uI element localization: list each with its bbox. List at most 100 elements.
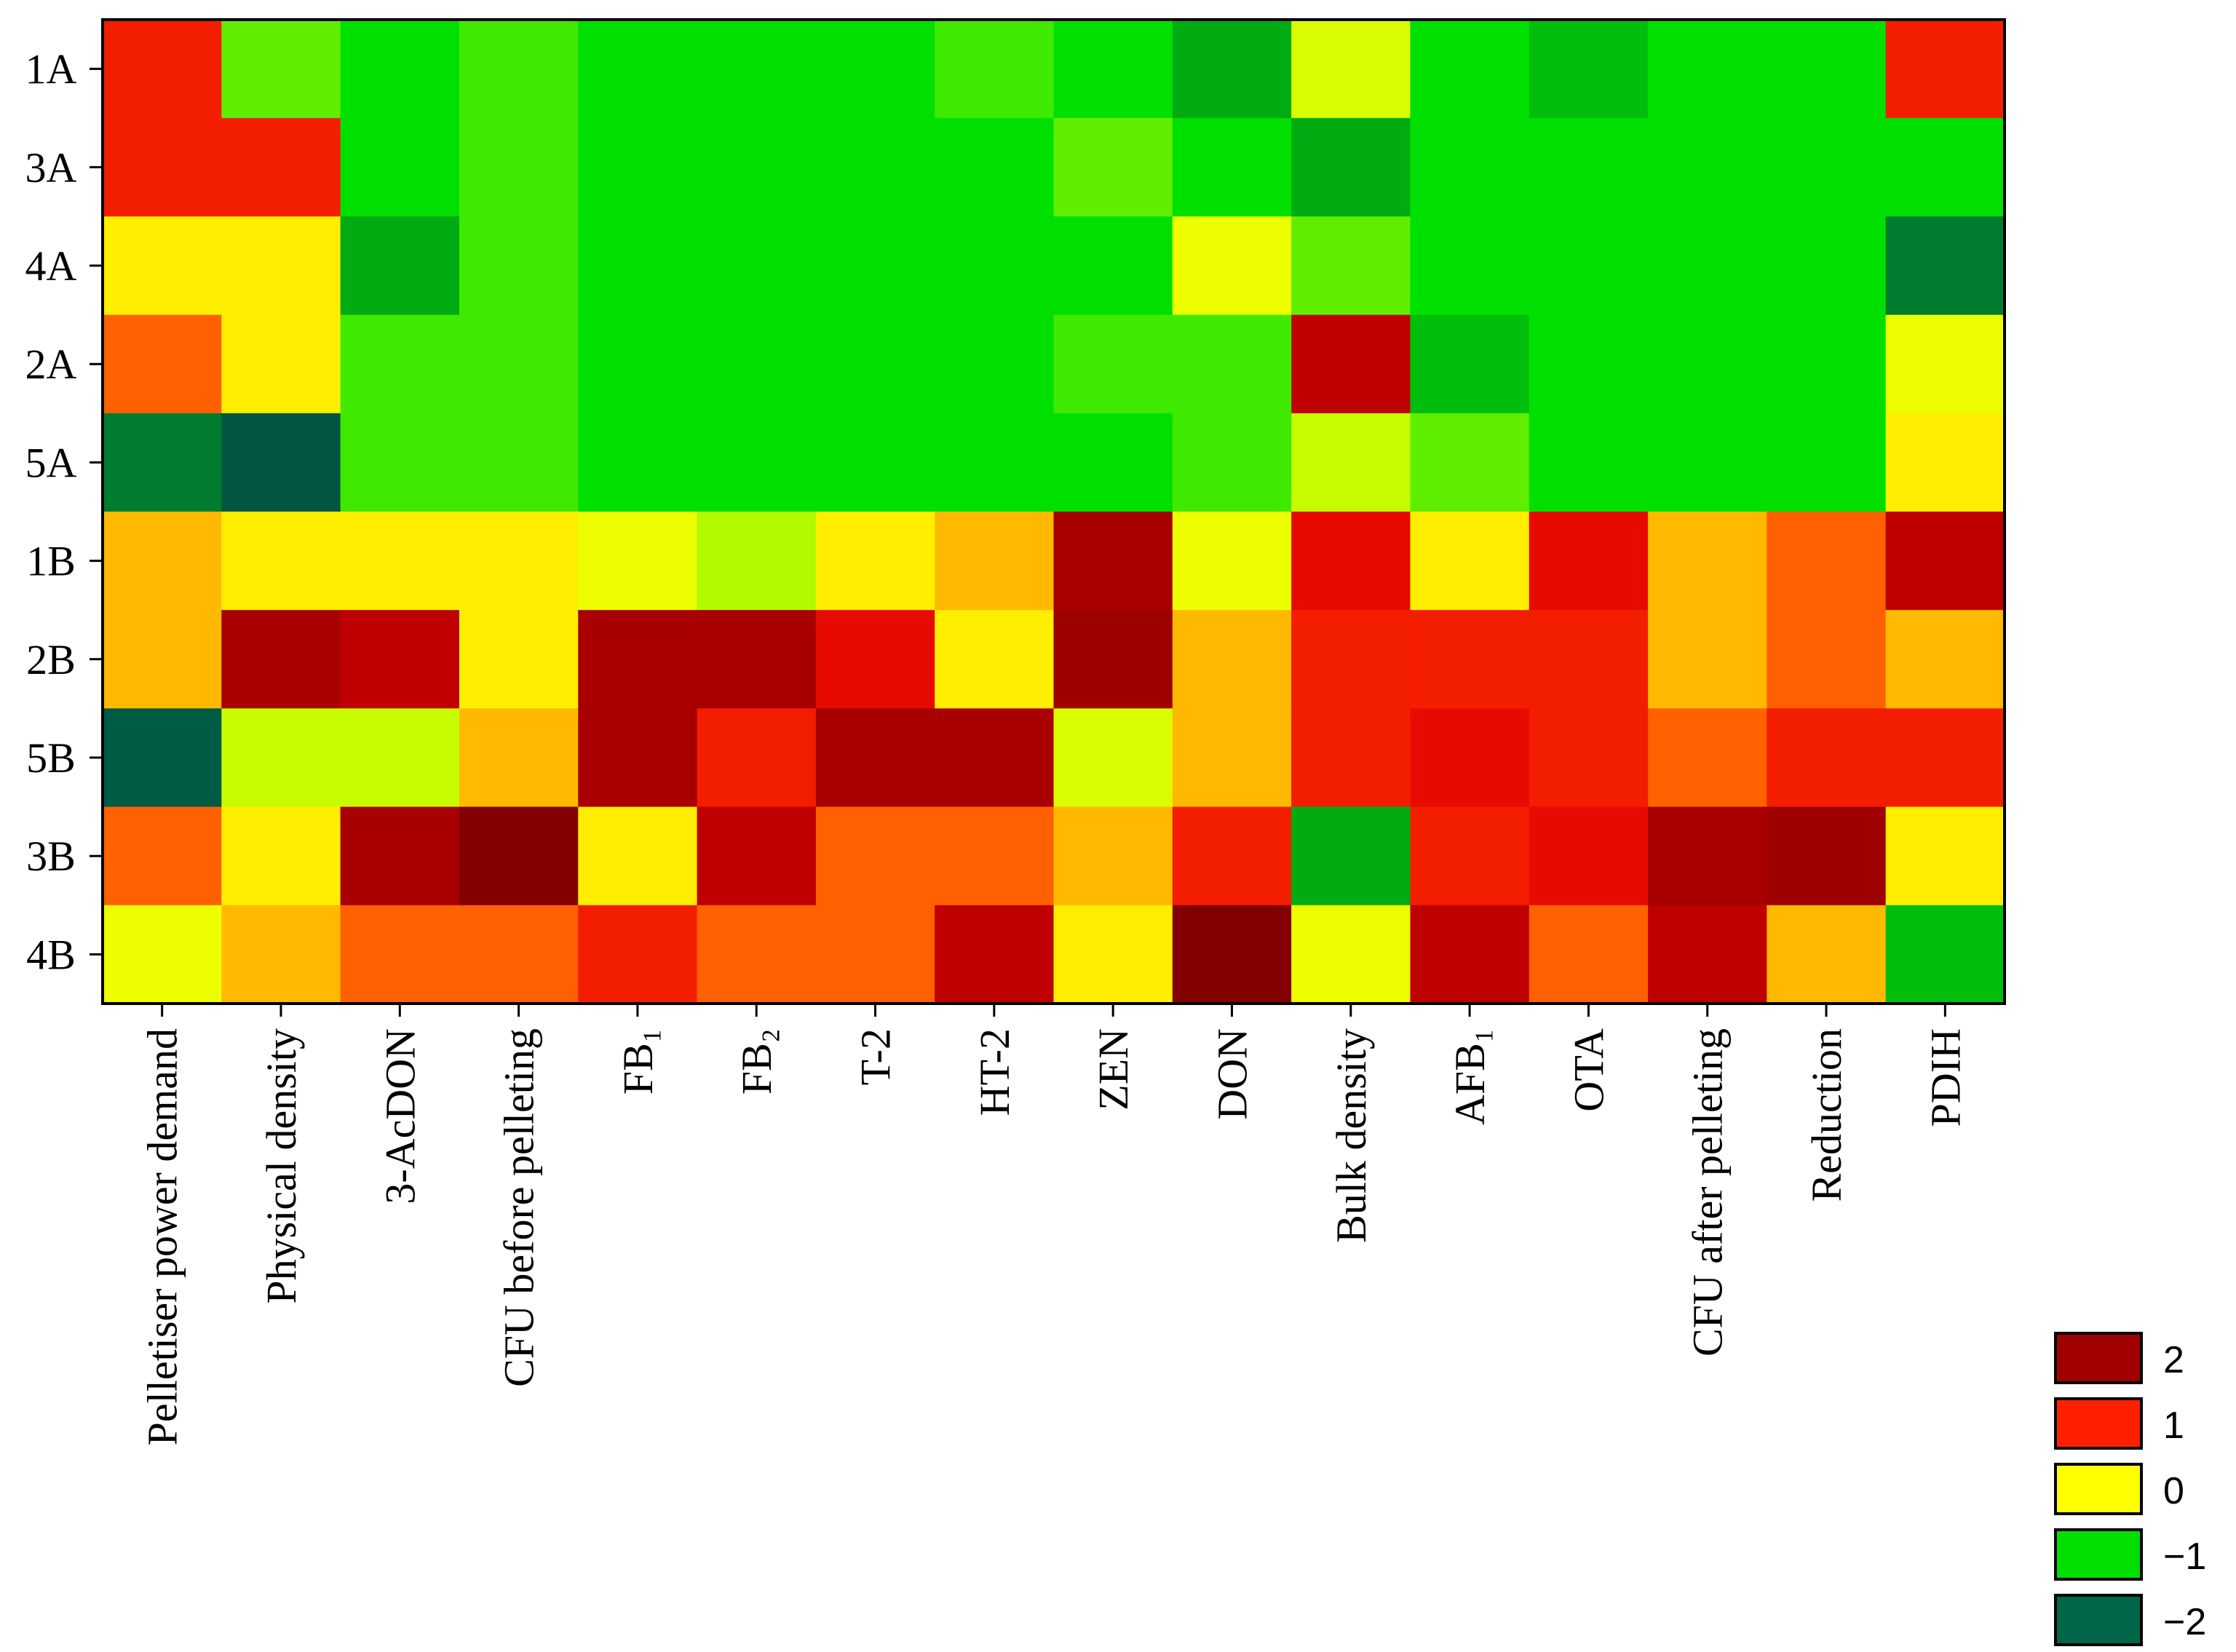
heatmap-cell	[1053, 905, 1173, 1004]
heatmap-cell	[578, 413, 698, 512]
heatmap-cell	[578, 806, 698, 906]
column-label: CFU before pelleting	[496, 1028, 543, 1387]
heatmap-cell	[1291, 413, 1411, 512]
heatmap-cell	[1291, 806, 1411, 906]
heatmap-cell	[1529, 512, 1649, 611]
heatmap-cell	[1053, 610, 1173, 709]
heatmap-cell	[1767, 216, 1887, 316]
heatmap-cell	[578, 905, 698, 1004]
legend-swatch	[2054, 1463, 2143, 1515]
row-label: 4B	[26, 931, 76, 978]
heatmap-cell	[815, 118, 935, 217]
heatmap-cell	[1410, 314, 1530, 414]
heatmap-cell	[1648, 708, 1767, 808]
heatmap-cell	[815, 314, 935, 414]
heatmap-cell	[935, 905, 1055, 1004]
heatmap-cell	[1767, 512, 1887, 611]
legend-swatch	[2054, 1397, 2143, 1450]
heatmap-cell	[935, 216, 1055, 316]
heatmap-cell	[1529, 610, 1649, 709]
column-label: T-2	[852, 1028, 900, 1085]
heatmap-cell	[1410, 216, 1530, 316]
heatmap-cell	[103, 20, 222, 119]
heatmap-cell	[935, 413, 1055, 512]
heatmap-cell	[1053, 118, 1173, 217]
heatmap-cell	[1885, 413, 2005, 512]
heatmap-cell	[1885, 905, 2005, 1004]
heatmap-cell	[1885, 708, 2005, 808]
heatmap-cell	[1291, 905, 1411, 1004]
heatmap-cell	[1767, 610, 1887, 709]
heatmap-cell	[1529, 905, 1649, 1004]
heatmap-cell	[1648, 20, 1767, 119]
heatmap-cell	[815, 512, 935, 611]
heatmap-cell	[1648, 118, 1767, 217]
heatmap-cell	[578, 610, 698, 709]
heatmap-cell	[1172, 708, 1292, 808]
heatmap-cell	[221, 413, 341, 512]
column-label: Bulk density	[1328, 1028, 1375, 1243]
heatmap-cell	[340, 708, 460, 808]
row-label: 1B	[26, 538, 76, 585]
heatmap-cell	[103, 118, 222, 217]
heatmap-cell	[815, 20, 935, 119]
heatmap-cell	[340, 118, 460, 217]
legend-label: 0	[2163, 1470, 2184, 1512]
heatmap-cell	[1529, 216, 1649, 316]
heatmap-cell	[1172, 413, 1292, 512]
column-label: AFB₁	[1446, 1028, 1494, 1125]
heatmap-cell	[221, 512, 341, 611]
heatmap-cell	[1410, 806, 1530, 906]
heatmap-cell	[340, 20, 460, 119]
heatmap-cell	[697, 413, 817, 512]
heatmap-cell	[935, 20, 1055, 119]
heatmap-cell	[103, 512, 222, 611]
heatmap-cell	[815, 216, 935, 316]
heatmap-cell	[1529, 413, 1649, 512]
row-label: 4A	[25, 242, 77, 290]
column-label: PDIH	[1922, 1028, 1969, 1127]
heatmap-cell	[1053, 314, 1173, 414]
heatmap-cell	[1410, 708, 1530, 808]
legend-swatch	[2054, 1528, 2143, 1581]
heatmap-cell	[1648, 512, 1767, 611]
heatmap-cell	[1053, 413, 1173, 512]
heatmap-cell	[1053, 216, 1173, 316]
heatmap-cell	[1648, 413, 1767, 512]
heatmap-cell	[697, 216, 817, 316]
heatmap-cell	[221, 708, 341, 808]
plot-frame	[101, 18, 2006, 1005]
heatmap-cell	[459, 708, 579, 808]
row-label: 3A	[25, 144, 77, 191]
heatmap-cell	[103, 610, 222, 709]
heatmap-cell	[1767, 118, 1887, 217]
heatmap-cell	[697, 314, 817, 414]
heatmap-cell	[1172, 806, 1292, 906]
heatmap-cell	[935, 610, 1055, 709]
legend-label: 1	[2163, 1405, 2184, 1447]
heatmap-cell	[1885, 806, 2005, 906]
heatmap-cell	[1410, 20, 1530, 119]
heatmap-cell	[1053, 806, 1173, 906]
heatmap-cell	[815, 806, 935, 906]
heatmap-cell	[697, 905, 817, 1004]
heatmap-cell	[340, 806, 460, 906]
heatmap-cell	[1529, 20, 1649, 119]
heatmap-cell	[221, 806, 341, 906]
heatmap-cell	[103, 708, 222, 808]
heatmap-cell	[1410, 118, 1530, 217]
heatmap-cell	[1767, 314, 1887, 414]
heatmap-cell	[1410, 610, 1530, 709]
heatmap-cell	[1053, 20, 1173, 119]
heatmap-cell	[1885, 512, 2005, 611]
heatmap-cell	[1885, 216, 2005, 316]
heatmap-cell	[1529, 806, 1649, 906]
heatmap-cell	[578, 314, 698, 414]
heatmap-cell	[697, 20, 817, 119]
heatmap-cell	[340, 610, 460, 709]
heatmap-cell	[697, 610, 817, 709]
heatmap-cell	[1648, 610, 1767, 709]
heatmap-cell	[1529, 708, 1649, 808]
heatmap-cell	[459, 118, 579, 217]
